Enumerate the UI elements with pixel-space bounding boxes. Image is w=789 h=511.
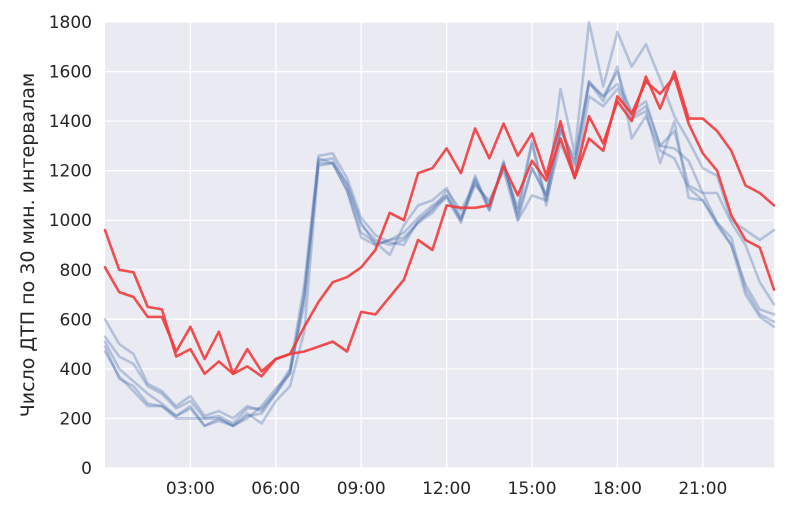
y-tick-label: 1800 [49,13,92,33]
x-tick-label: 15:00 [508,479,557,499]
x-tick-label: 21:00 [678,479,727,499]
weekend-series-line [103,70,776,376]
y-axis-ticks: 0 200 400 600 800 1000 1200 1400 1600 1800 [49,13,92,479]
y-tick-label: 800 [60,261,92,281]
weekday-series-line [103,65,776,428]
y-tick-label: 0 [81,459,92,479]
weekday-series-line [103,20,776,420]
weekday-series-line [103,82,776,428]
y-axis-label: Число ДТП по 30 мин. интервалам [17,73,39,417]
plot-background [105,22,774,468]
y-tick-label: 400 [60,360,92,380]
weekend-series-line [103,75,776,378]
weekday-series-line [103,87,776,428]
x-tick-label: 03:00 [166,479,215,499]
weekday-series-line [103,70,776,425]
series-layer [103,20,776,428]
x-tick-label: 06:00 [251,479,300,499]
x-tick-label: 12:00 [422,479,471,499]
x-tick-label: 18:00 [593,479,642,499]
y-tick-label: 1600 [49,63,92,83]
x-tick-label: 09:00 [337,479,386,499]
y-tick-label: 1200 [49,162,92,182]
y-tick-label: 600 [60,310,92,330]
x-axis-ticks: 03:00 06:00 09:00 12:00 15:00 18:00 21:00 [166,479,727,499]
y-tick-label: 1000 [49,211,92,231]
y-tick-label: 1400 [49,112,92,132]
y-tick-label: 200 [60,409,92,429]
